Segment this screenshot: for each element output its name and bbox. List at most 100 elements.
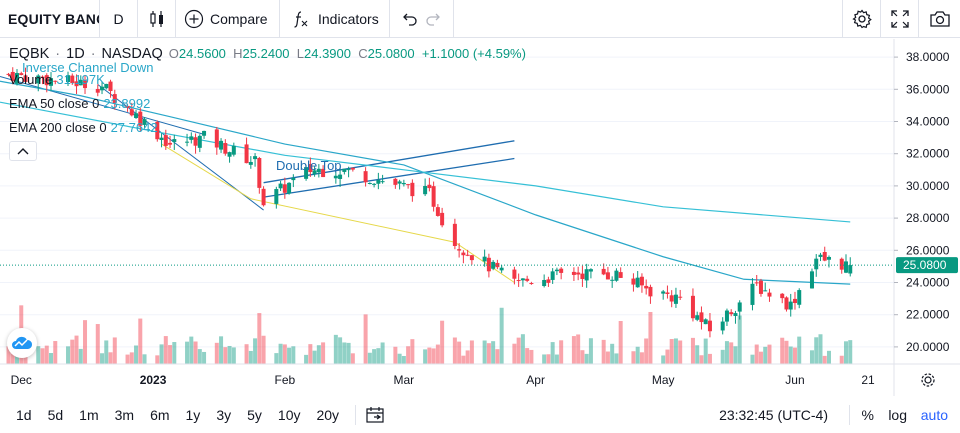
candle-body [707, 320, 712, 332]
candle-body [814, 258, 819, 270]
candle [491, 260, 496, 271]
volume-bar [108, 352, 113, 364]
goto-date-icon[interactable] [366, 407, 384, 423]
candle-body [435, 207, 440, 216]
candle [189, 132, 194, 144]
last-price-badge [896, 257, 958, 274]
range-button-1d[interactable]: 1d [16, 407, 32, 423]
fullscreen-button[interactable] [880, 0, 918, 38]
volume-bar [274, 353, 279, 364]
candle [274, 186, 279, 209]
candle [699, 306, 704, 330]
chart-type-button[interactable] [138, 0, 176, 38]
volume-bar [40, 348, 45, 364]
candle [461, 250, 466, 264]
percent-scale-toggle[interactable]: % [861, 407, 874, 423]
candle-body [695, 315, 700, 320]
candle-body [529, 283, 534, 285]
interval-button[interactable]: D [100, 0, 138, 38]
candle [822, 246, 827, 262]
volume-bar [321, 342, 326, 364]
volume-bar [10, 349, 15, 364]
candle-body [189, 136, 194, 140]
candle-body [631, 278, 636, 285]
candle-body [584, 269, 589, 281]
volume-bar [554, 354, 559, 364]
auto-scale-toggle[interactable]: auto [920, 407, 948, 423]
candle [516, 273, 521, 287]
candle-body [6, 73, 11, 75]
clock-time[interactable]: 23:32:45 (UTC-4) [719, 407, 828, 423]
ema50-study-legend[interactable]: EMA 50 close 0 23.8992 [9, 96, 151, 111]
time-tick-label: May [652, 373, 675, 387]
range-button-5d[interactable]: 5d [47, 407, 64, 423]
price-tick-label: 26.0000 [906, 243, 950, 257]
range-button-5y[interactable]: 5y [247, 407, 262, 423]
ema200-line [0, 101, 851, 223]
divider [355, 405, 357, 425]
range-button-1y[interactable]: 1y [185, 407, 201, 423]
time-tick-label: 2023 [140, 373, 167, 387]
bottom-toolbar: 1d 5d 1m 3m 6m 1y 3y 5y 10y 20y 23:32:45 (UTC-4) … [0, 397, 960, 433]
volume-bar [155, 355, 160, 364]
range-button-1m[interactable]: 1m [79, 407, 99, 423]
volume-bar [720, 349, 725, 364]
candle-body [342, 168, 347, 172]
settings-button[interactable] [842, 0, 880, 38]
candle [125, 103, 130, 112]
candle-body [542, 279, 547, 287]
volume-bar [159, 344, 164, 364]
legend-collapse-button[interactable] [9, 141, 37, 161]
volume-bar [754, 344, 759, 364]
candle [695, 311, 700, 322]
range-button-20y[interactable]: 20y [316, 407, 340, 423]
candle-body [193, 137, 198, 146]
candle [248, 156, 253, 169]
volume-bar [44, 345, 49, 364]
log-scale-toggle[interactable]: log [888, 407, 907, 423]
candle [78, 75, 83, 86]
candle-body [159, 137, 164, 141]
candle-body [737, 302, 742, 312]
snapshot-button[interactable] [918, 0, 960, 38]
ema200-study-legend[interactable]: EMA 200 close 0 27.7642 [9, 120, 158, 135]
price-tick-label: 22.0000 [906, 308, 950, 322]
range-button-3y[interactable]: 3y [216, 407, 232, 423]
candle-body [40, 76, 45, 78]
compare-button[interactable]: Compare [176, 0, 280, 38]
volume-bar [699, 355, 704, 364]
legend-interval: 1D [66, 46, 85, 62]
volume-bar [231, 347, 236, 364]
volume-bar [70, 339, 75, 364]
candle-body [644, 285, 649, 289]
candle-body [304, 167, 309, 179]
undo-icon[interactable] [402, 12, 418, 26]
candle [554, 267, 559, 276]
range-button-6m[interactable]: 6m [150, 407, 170, 423]
candle-body [499, 267, 504, 271]
range-button-10y[interactable]: 10y [277, 407, 301, 423]
price-chart[interactable]: 38.0000 36.0000 34.0000 32.0000 30.0000 28.00… [0, 39, 960, 396]
axis-settings-gear-icon[interactable] [921, 373, 935, 387]
price-tick-label: 38.0000 [906, 50, 950, 64]
range-button-3m[interactable]: 3m [114, 407, 135, 423]
volume-bar [6, 346, 11, 364]
tradingview-logo[interactable] [7, 328, 37, 358]
volume-bar [814, 337, 819, 364]
candle [644, 279, 649, 295]
volume-bar [486, 343, 491, 364]
indicators-button[interactable]: Indicators [280, 0, 390, 38]
volume-bar [440, 320, 445, 364]
legend-close: 25.0800 [367, 46, 415, 61]
volume-bar [631, 351, 636, 364]
candle [665, 285, 670, 299]
time-tick-label: Jun [785, 373, 804, 387]
candle [376, 172, 381, 190]
symbol-search[interactable]: EQUITY BANCSHARES [0, 0, 100, 38]
candle [767, 288, 772, 302]
volume-study-legend[interactable]: Volume 31.197K [9, 72, 105, 87]
time-tick-label: 21 [861, 373, 875, 387]
candle-body [338, 174, 343, 179]
ema50-value: 23.8992 [103, 96, 151, 111]
redo-icon[interactable] [425, 12, 441, 26]
